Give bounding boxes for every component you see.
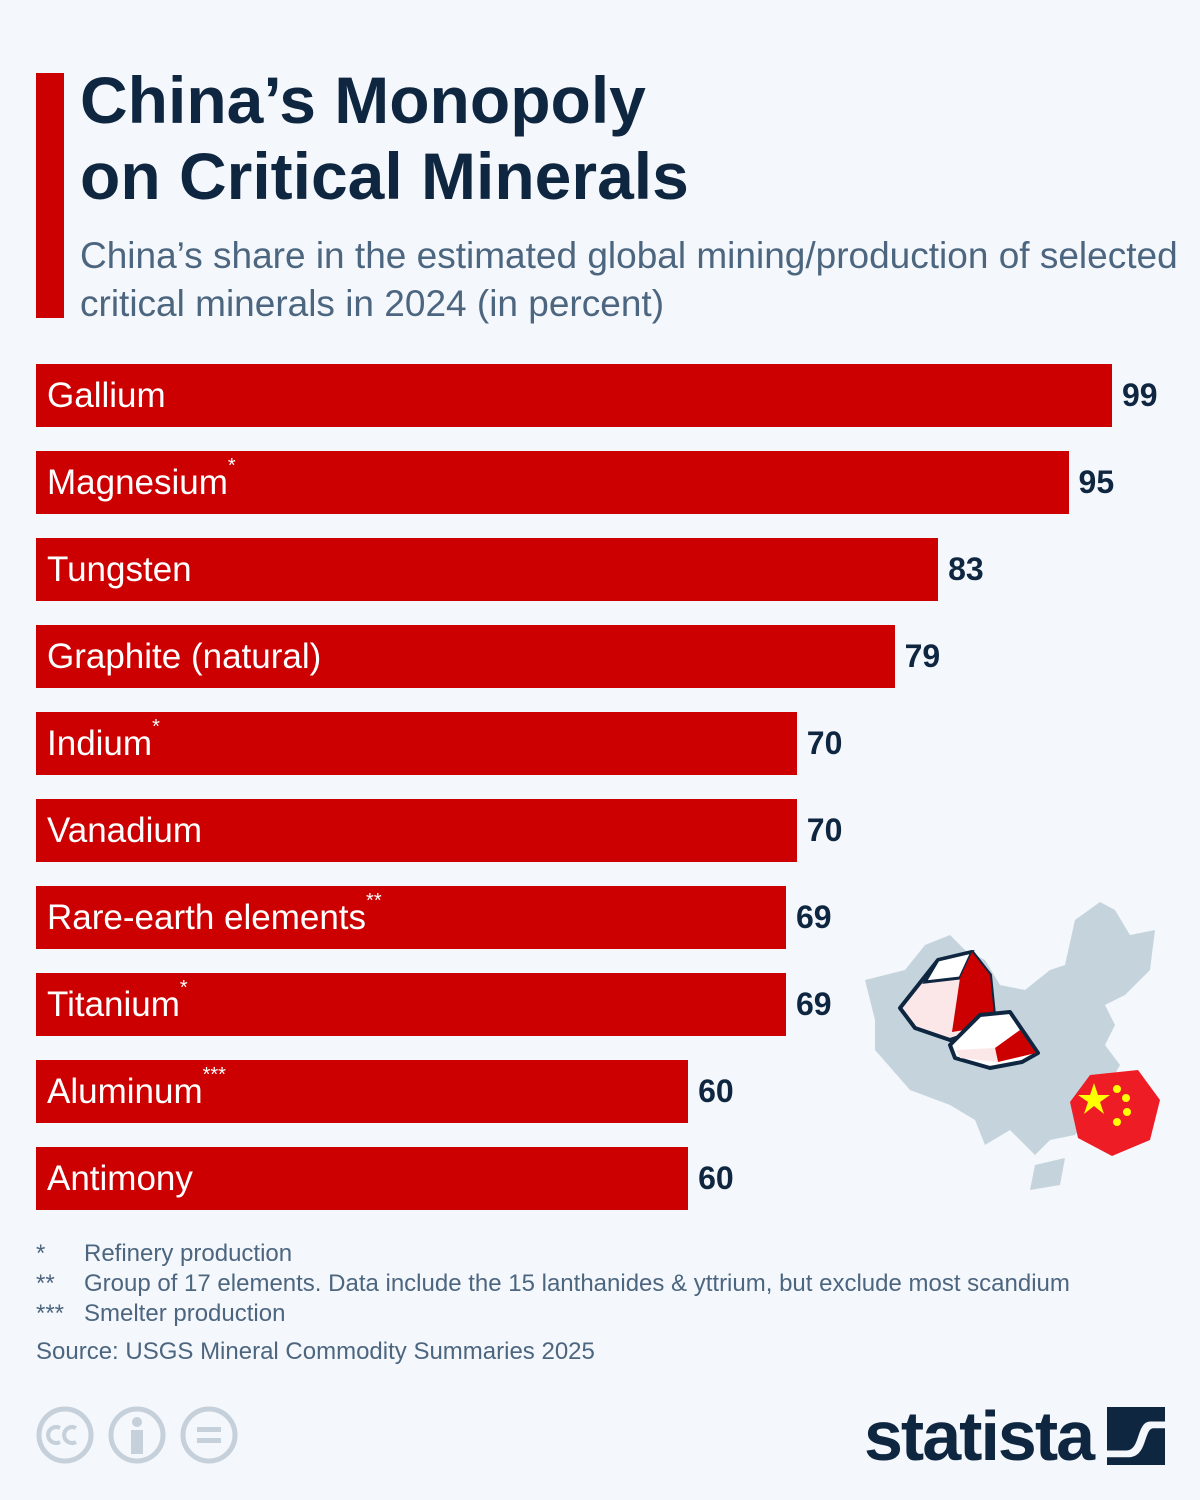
footnote-text: Refinery production (84, 1240, 293, 1267)
footnote-mark: * (36, 1240, 46, 1267)
china-flag-icon (1070, 1070, 1160, 1156)
source-text: Source: USGS Mineral Commodity Summaries… (36, 1338, 595, 1365)
category-name: Indium (47, 724, 153, 763)
mineral-rock-small-icon (948, 1010, 1040, 1070)
flag-star-large (1078, 1083, 1110, 1114)
bar-aluminum (36, 1060, 689, 1123)
footnote-mark: * (179, 977, 188, 999)
bar-label: Gallium (47, 364, 166, 427)
title-line-1: China’s Monopoly (80, 63, 646, 137)
no-derivatives-icon (180, 1406, 238, 1464)
bar-vanadium (36, 799, 797, 862)
footnote-2: ** Group of 17 elements. Data include the… (36, 1269, 1176, 1299)
bar-label: Rare-earth elements** (47, 886, 382, 949)
data-label: 60 (698, 1073, 734, 1109)
hainan-island-shape (1030, 1158, 1065, 1190)
bar-label: Aluminum*** (47, 1060, 226, 1123)
attribution-icon (108, 1406, 166, 1464)
data-label: 99 (1122, 377, 1158, 413)
title-accent-bar (36, 73, 64, 318)
bar-label: Graphite (natural) (47, 625, 321, 688)
mineral-rock-icon (898, 949, 997, 1042)
chart-subtitle: China’s share in the estimated global mi… (80, 235, 1178, 324)
bar-label: Antimony (47, 1147, 193, 1210)
footnote-1: * Refinery production (36, 1239, 1176, 1269)
footnote-mark: *** (36, 1300, 65, 1327)
category-name: Antimony (47, 1159, 193, 1198)
footnote-3: *** Smelter production (36, 1299, 1176, 1329)
bar-rare-earth-elements (36, 886, 786, 949)
footnote-text: Smelter production (84, 1300, 286, 1327)
footnote-mark: *** (202, 1064, 226, 1086)
footnote-mark: * (152, 716, 160, 738)
data-label: 60 (698, 1160, 734, 1196)
data-label: 69 (795, 986, 832, 1022)
category-name: Gallium (47, 376, 166, 415)
category-name: Aluminum (47, 1072, 203, 1111)
data-label: 70 (806, 725, 843, 761)
category-name: Titanium (47, 985, 180, 1024)
license-icons[interactable] (36, 1406, 246, 1471)
bar-indium (36, 712, 797, 775)
category-name: Tungsten (47, 550, 192, 589)
bar-graphite-natural- (36, 625, 895, 688)
bar-label: Tungsten (47, 538, 192, 601)
china-map-illustration (850, 890, 1170, 1205)
bar-label: Magnesium* (47, 451, 236, 514)
footnotes: * Refinery production ** Group of 17 eleme… (36, 1239, 1176, 1329)
bar-label: Vanadium (47, 799, 202, 862)
statista-wordmark: statista (864, 1397, 1095, 1475)
category-name: Magnesium (47, 463, 228, 502)
footnote-mark: * (227, 455, 236, 477)
bar-antimony (36, 1147, 689, 1210)
bar-gallium (36, 364, 1112, 427)
data-label: 70 (806, 812, 843, 848)
footnote-mark: ** (366, 890, 382, 912)
footer-text: * Refinery production ** Group of 17 eleme… (36, 1239, 1176, 1367)
cc-icon (36, 1406, 94, 1464)
statista-logo-icon (1107, 1407, 1166, 1465)
chart-title: China’s Monopoly on Critical Minerals (80, 62, 689, 214)
data-label: 95 (1078, 464, 1115, 500)
data-label: 83 (948, 551, 984, 587)
bar-label: Titanium* (47, 973, 188, 1036)
bar-titanium (36, 973, 786, 1036)
statista-logo[interactable]: statista (864, 1397, 1166, 1475)
bar-magnesium (36, 451, 1069, 514)
category-name: Rare-earth elements (47, 898, 367, 937)
footnote-text: Group of 17 elements. Data include the 1… (84, 1270, 1070, 1297)
data-label: 69 (795, 899, 832, 935)
data-label: 79 (904, 638, 941, 674)
category-name: Vanadium (47, 811, 203, 850)
bar-label: Indium* (47, 712, 160, 775)
category-name: Graphite (natural) (47, 637, 322, 676)
title-line-2: on Critical Minerals (80, 139, 689, 213)
bar-tungsten (36, 538, 939, 601)
footnote-mark: ** (36, 1270, 55, 1297)
